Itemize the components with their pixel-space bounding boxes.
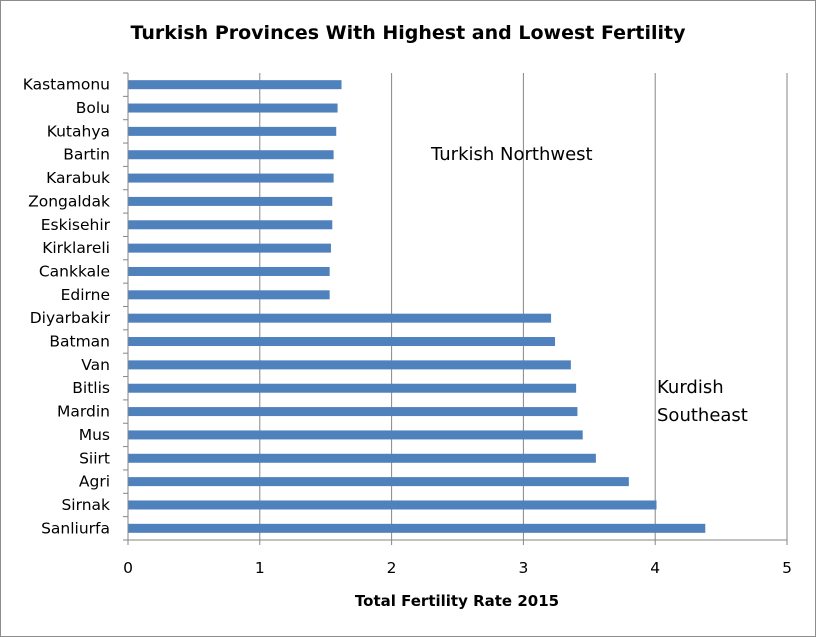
y-tick-label: Diyarbakir <box>30 309 111 327</box>
x-tick-label: 4 <box>650 559 660 577</box>
y-tick-label: Agri <box>79 473 110 491</box>
bar-mardin <box>128 407 578 417</box>
annotation-text: Southeast <box>657 405 748 426</box>
y-tick-label: Eskisehir <box>41 216 111 234</box>
x-axis-label: Total Fertility Rate 2015 <box>355 592 559 610</box>
y-tick-label: Bartin <box>63 146 110 164</box>
bar-kirklareli <box>128 243 331 253</box>
annotation-text: Turkish Northwest <box>430 144 593 165</box>
y-tick-label: Kutahya <box>47 122 110 140</box>
axes: 0 1 2 3 4 5 Kastamonu Bolu Kutahya Bartin Karabuk Z… <box>23 72 792 577</box>
annotation-text: Kurdish <box>657 377 724 398</box>
y-tick-label: Kastamonu <box>23 76 110 94</box>
y-tick-label: Bolu <box>76 99 110 117</box>
bar-siirt <box>128 453 596 463</box>
y-tick-label: Zongaldak <box>28 192 110 210</box>
y-tick-label: Bitlis <box>72 379 110 397</box>
bar-edirne <box>128 290 330 300</box>
bar-sirnak <box>128 500 657 510</box>
bar-karabuk <box>128 173 334 183</box>
y-tick-label: Karabuk <box>46 169 110 187</box>
bar-zongaldak <box>128 196 333 206</box>
y-tick-label: Van <box>81 356 110 374</box>
bar-mus <box>128 430 583 440</box>
chart-title: Turkish Provinces With Highest and Lowes… <box>130 22 686 44</box>
y-tick-label: Batman <box>49 333 110 351</box>
bar-van <box>128 360 571 370</box>
bar-sanliurfa <box>128 523 706 533</box>
y-tick-label: Kirklareli <box>42 239 110 257</box>
y-tick-label: Mus <box>79 426 110 444</box>
bar-bartin <box>128 150 334 160</box>
bar-bolu <box>128 103 338 113</box>
x-tick-label: 0 <box>123 559 133 577</box>
bar-batman <box>128 337 556 347</box>
y-tick-label: Sanliurfa <box>41 519 110 537</box>
annotations: Turkish Northwest Kurdish Southeast <box>430 144 748 426</box>
bars <box>128 80 706 533</box>
bar-kastamonu <box>128 80 342 90</box>
y-tick-label: Cankkale <box>39 262 110 280</box>
x-tick-label: 3 <box>518 559 528 577</box>
y-tick-label: Siirt <box>79 449 110 467</box>
bar-diyarbakir <box>128 313 552 323</box>
y-tick-label: Edirne <box>61 286 110 304</box>
x-tick-label: 5 <box>782 559 792 577</box>
bar-cankkale <box>128 266 330 276</box>
x-tick-label: 1 <box>255 559 265 577</box>
x-tick-label: 2 <box>387 559 397 577</box>
y-tick-label: Mardin <box>57 403 110 421</box>
bar-kutahya <box>128 126 337 136</box>
bar-agri <box>128 477 629 487</box>
bar-bitlis <box>128 383 577 393</box>
bar-eskisehir <box>128 220 333 230</box>
y-tick-label: Sirnak <box>61 496 110 514</box>
